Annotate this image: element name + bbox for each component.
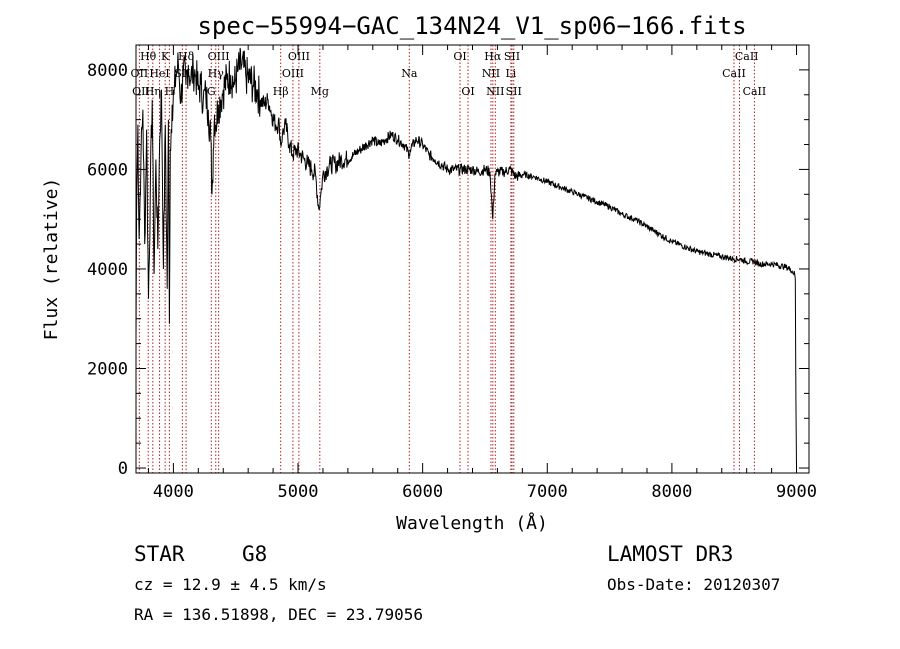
- line-label-8: CaII: [735, 50, 759, 63]
- x-tick-label-3: 7000: [527, 482, 568, 502]
- object-subclass: G8: [242, 542, 267, 566]
- x-axis-label: Wavelength (Å): [396, 512, 548, 534]
- x-tick-label-1: 5000: [278, 482, 319, 502]
- axis-ticks: 4000 5000 6000 7000 8000 9000 0 2000 4000 6000 800…: [87, 45, 817, 502]
- coordinates: RA = 136.51898, DEC = 23.79056: [134, 605, 423, 624]
- y-tick-label-4: 8000: [87, 61, 128, 81]
- line-label-12: Hγ: [208, 67, 225, 80]
- line-label-5: OI: [453, 50, 466, 63]
- line-label-25: NII: [486, 85, 504, 98]
- x-tick-label-5: 9000: [776, 482, 817, 502]
- line-label-0: Hθ: [140, 50, 157, 63]
- plot-frame: [135, 44, 810, 474]
- spectral-line-markers: [138, 45, 755, 473]
- line-label-2: Hδ: [178, 50, 195, 63]
- line-label-26: SII: [506, 85, 522, 98]
- redshift-cz: cz = 12.9 ± 4.5 km/s: [134, 575, 327, 594]
- line-label-10: HeI: [149, 67, 169, 80]
- x-tick-label-2: 6000: [402, 482, 443, 502]
- line-label-21: G: [207, 85, 216, 98]
- object-class: STAR: [134, 542, 185, 566]
- line-label-27: CaII: [743, 85, 767, 98]
- line-label-17: CaII: [722, 67, 746, 80]
- x-tick-label-0: 4000: [153, 482, 194, 502]
- flux-series: [136, 47, 797, 469]
- line-label-3: OIII: [208, 50, 230, 63]
- line-label-20: H: [165, 85, 175, 98]
- line-label-6: Hα: [484, 50, 502, 63]
- line-label-7: SII: [504, 50, 520, 63]
- survey-name: LAMOST DR3: [607, 542, 733, 566]
- line-label-1: K: [161, 50, 170, 63]
- y-tick-label-2: 4000: [87, 260, 128, 280]
- line-label-14: Na: [401, 67, 418, 80]
- observation-date: Obs-Date: 20120307: [607, 575, 780, 594]
- line-label-15: NII: [482, 67, 500, 80]
- line-label-22: Hβ: [273, 85, 289, 98]
- line-label-24: OI: [461, 85, 474, 98]
- y-tick-label-0: 0: [118, 459, 128, 479]
- y-axis-label: Flux (relative): [41, 178, 62, 341]
- flux-line: [136, 47, 797, 469]
- line-label-23: Mg: [311, 85, 329, 98]
- chart-title: spec−55994−GAC_134N24_V1_sp06−166.fits: [197, 12, 746, 40]
- x-tick-label-4: 8000: [651, 482, 692, 502]
- line-label-16: Li: [505, 67, 516, 80]
- line-label-13: OIII: [282, 67, 304, 80]
- line-label-9: OII: [131, 67, 149, 80]
- y-tick-label-3: 6000: [87, 160, 128, 180]
- line-label-19: Hη: [145, 85, 161, 98]
- y-tick-label-1: 2000: [87, 359, 128, 379]
- line-label-4: OIII: [288, 50, 310, 63]
